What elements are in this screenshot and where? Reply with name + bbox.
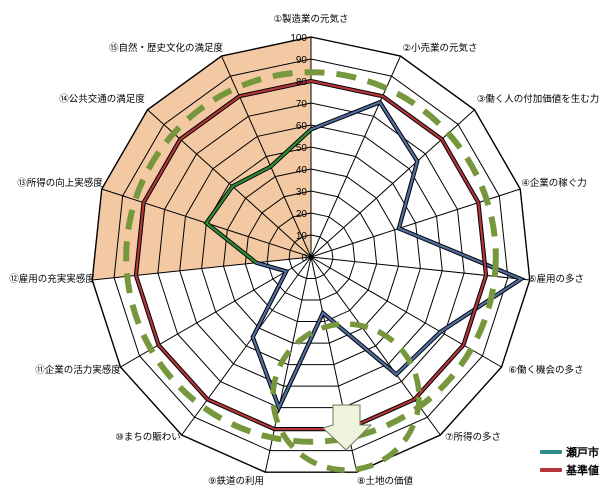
axis-label-9: ⑨鉄道の利用 <box>208 475 264 487</box>
legend-label-seto: 瀬戸市 <box>566 446 599 459</box>
tick-label-80: 80 <box>296 77 308 88</box>
axis-label-2: ②小売業の元気さ <box>402 42 477 54</box>
grid-ring-20 <box>266 212 356 301</box>
axis-label-8: ⑧土地の価値 <box>357 475 414 487</box>
axis-label-10: ⑩まちの賑わい <box>115 432 181 443</box>
tick-label-90: 90 <box>296 55 308 66</box>
grid-ring-70 <box>157 102 465 409</box>
dashed-ring-large <box>123 69 499 445</box>
axis-label-7: ⑦所得の多さ <box>445 431 501 443</box>
tick-label-10: 10 <box>296 231 308 242</box>
axis-label-3: ③働く人の付加価値を生む力 <box>477 93 600 105</box>
tick-label-70: 70 <box>296 99 308 110</box>
axis-label-6: ⑥働く機会の多さ <box>508 364 583 376</box>
grid-ring-60 <box>179 124 443 387</box>
legend-swatch-base <box>540 468 562 472</box>
series-highlight-seto <box>204 128 312 264</box>
tick-labels: 0 10 20 30 40 50 60 70 80 90 100 <box>290 33 307 264</box>
series-layer <box>133 78 526 432</box>
grid-ring-90 <box>113 58 509 452</box>
axis-label-1: ①製造業の元気さ <box>273 13 348 25</box>
axis-labels: ①製造業の元気さ ②小売業の元気さ ③働く人の付加価値を生む力 ④企業の稼ぐ力 ⑤雇用の… <box>9 13 599 487</box>
tick-label-30: 30 <box>296 187 308 198</box>
grid-ring-100 <box>91 36 531 473</box>
legend-item-base: 基準値 <box>540 461 599 479</box>
grid-spoke-10 <box>181 256 312 436</box>
legend-label-base: 基準値 <box>566 464 599 477</box>
annotation-layer <box>123 69 499 473</box>
tick-label-20: 20 <box>296 209 308 220</box>
dashed-circle-small <box>270 321 422 473</box>
legend-item-seto: 瀬戸市 <box>540 443 599 461</box>
axis-label-13: ⑬所得の向上実感度 <box>17 177 103 189</box>
axis-label-12: ⑫雇用の充実実感度 <box>9 273 95 285</box>
grid-spoke-15 <box>221 55 312 258</box>
tick-label-60: 60 <box>296 121 308 132</box>
axis-label-5: ⑤雇用の多さ <box>528 273 584 285</box>
radar-grid <box>91 36 531 473</box>
tick-label-100: 100 <box>290 33 307 44</box>
grid-ring-10 <box>288 234 334 280</box>
axis-label-14: ⑭公共交通の満足度 <box>59 93 145 105</box>
legend-swatch-seto <box>540 450 562 454</box>
axis-label-15: ⑮自然・歴史文化の満足度 <box>109 42 224 54</box>
grid-ring-30 <box>244 190 378 323</box>
tick-label-50: 50 <box>296 143 308 154</box>
tick-label-0: 0 <box>301 253 307 264</box>
legend: 瀬戸市 基準値 <box>540 443 599 479</box>
axis-label-4: ④企業の稼ぐ力 <box>521 177 587 189</box>
series-line-base <box>134 79 488 431</box>
axis-label-11: ⑪企業の活力実感度 <box>35 364 121 376</box>
tick-label-40: 40 <box>296 165 308 176</box>
down-arrow-annotation <box>322 404 373 451</box>
